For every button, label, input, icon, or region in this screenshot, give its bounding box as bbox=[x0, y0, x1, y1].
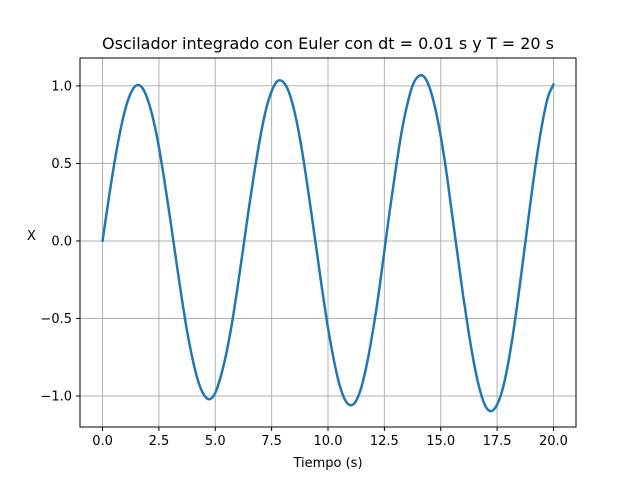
y-tick-label: 0.0 bbox=[51, 234, 72, 249]
x-tick-label: 5.0 bbox=[205, 434, 226, 449]
x-tick-label: 12.5 bbox=[370, 434, 399, 449]
grid bbox=[80, 58, 576, 427]
x-tick-label: 10.0 bbox=[314, 434, 343, 449]
chart-title: Oscilador integrado con Euler con dt = 0… bbox=[102, 34, 554, 53]
series-layer bbox=[101, 73, 555, 413]
x-tick-label: 2.5 bbox=[149, 434, 170, 449]
x-tick-label: 20.0 bbox=[539, 434, 568, 449]
y-tick-label: −0.5 bbox=[40, 312, 72, 327]
y-axis-label: X bbox=[27, 229, 36, 244]
ticks: 0.0 2.5 5.0 7.5 10.0 12.5 15.0 17.5 20.0 1.0 0.5 0.… bbox=[40, 79, 568, 449]
y-tick-label: 1.0 bbox=[51, 79, 72, 94]
x-tick-label: 15.0 bbox=[426, 434, 455, 449]
x-axis-label: Tiempo (s) bbox=[292, 456, 362, 471]
y-tick-label: −1.0 bbox=[40, 389, 72, 404]
x-tick-label: 0.0 bbox=[92, 434, 113, 449]
x-tick-label: 17.5 bbox=[483, 434, 512, 449]
y-tick-label: 0.5 bbox=[51, 157, 72, 172]
x-tick-label: 7.5 bbox=[261, 434, 282, 449]
series-line bbox=[101, 73, 555, 413]
